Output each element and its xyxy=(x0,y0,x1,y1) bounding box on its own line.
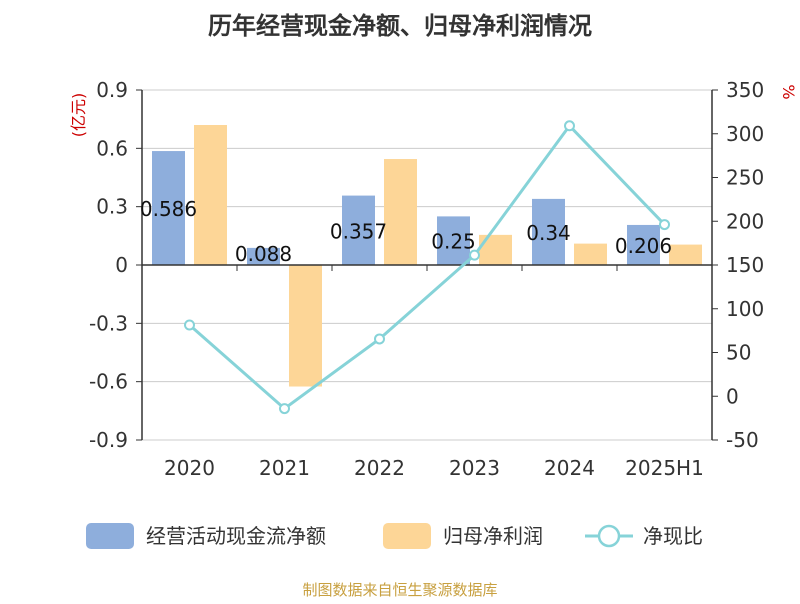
data-label: 0.357 xyxy=(330,219,387,243)
net-profit-bar xyxy=(194,125,227,265)
ratio-point xyxy=(564,120,575,132)
cashflow-bar xyxy=(342,195,375,265)
net-profit-bar xyxy=(479,234,512,265)
right-tick-label: 0 xyxy=(726,384,739,408)
left-tick-label: -0.3 xyxy=(89,311,128,335)
net-profit-bar xyxy=(384,159,417,265)
data-label: 0.206 xyxy=(615,234,672,258)
right-axis-unit: % xyxy=(779,84,798,99)
legend-label-cashflow: 经营活动现金流净额 xyxy=(146,524,326,548)
cashflow-bar xyxy=(152,151,185,265)
right-tick-label: 250 xyxy=(726,166,764,190)
ratio-point xyxy=(659,219,670,231)
category-label: 2023 xyxy=(449,456,500,480)
cashflow-bar xyxy=(532,198,565,265)
data-label: 0.088 xyxy=(235,242,292,266)
legend-marker-ratio xyxy=(597,524,621,548)
legend-swatch-net-profit xyxy=(383,523,431,549)
cashflow-bar xyxy=(247,247,280,265)
right-tick-label: 350 xyxy=(726,78,764,102)
data-label: 0.25 xyxy=(431,230,476,254)
ratio-point xyxy=(279,403,290,415)
net-profit-bar xyxy=(289,265,322,387)
ratio-polyline xyxy=(188,123,666,411)
right-tick-label: 100 xyxy=(726,297,764,321)
category-label: 2025H1 xyxy=(625,456,704,480)
ratio-point xyxy=(374,333,385,345)
right-tick-label: 150 xyxy=(726,253,764,277)
cashflow-bar xyxy=(437,216,470,265)
right-tick-label: 200 xyxy=(726,209,764,233)
legend-label-ratio: 净现比 xyxy=(643,524,703,548)
right-tick-label: -50 xyxy=(726,428,759,452)
category-label: 2020 xyxy=(164,456,215,480)
ratio-point xyxy=(184,319,195,331)
net-profit-bar xyxy=(574,243,607,265)
bars xyxy=(152,125,702,387)
data-label: 0.34 xyxy=(526,221,571,245)
legend: 经营活动现金流净额 归母净利润 净现比 xyxy=(86,523,703,549)
net-profit-bar xyxy=(669,244,702,265)
data-label: 0.586 xyxy=(140,197,197,221)
ratio-line xyxy=(184,120,670,415)
category-label: 2021 xyxy=(259,456,310,480)
left-tick-label: -0.6 xyxy=(89,370,128,394)
left-tick-label: 0.3 xyxy=(96,195,128,219)
left-tick-label: 0 xyxy=(115,253,128,277)
right-tick-label: 300 xyxy=(726,122,764,146)
axes: -0.9 -0.6 -0.3 0 0.3 0.6 0.9 -50 0 50 100 150 200 250… xyxy=(69,78,798,480)
right-tick-label: 50 xyxy=(726,341,751,365)
source-note: 制图数据来自恒生聚源数据库 xyxy=(302,581,497,599)
left-tick-label: 0.6 xyxy=(96,136,128,160)
legend-swatch-cashflow xyxy=(86,523,134,549)
left-tick-label: 0.9 xyxy=(96,78,128,102)
data-labels: 0.586 0.088 0.357 0.25 0.34 0.206 xyxy=(140,197,672,266)
category-label: 2022 xyxy=(354,456,405,480)
left-tick-label: -0.9 xyxy=(89,428,128,452)
left-axis-unit: (亿元) xyxy=(69,93,88,138)
legend-label-net-profit: 归母净利润 xyxy=(443,524,543,548)
cashflow-bar xyxy=(627,224,660,265)
category-label: 2024 xyxy=(544,456,595,480)
chart-title: 历年经营现金净额、归母净利润情况 xyxy=(208,12,592,40)
ratio-point xyxy=(469,249,480,261)
